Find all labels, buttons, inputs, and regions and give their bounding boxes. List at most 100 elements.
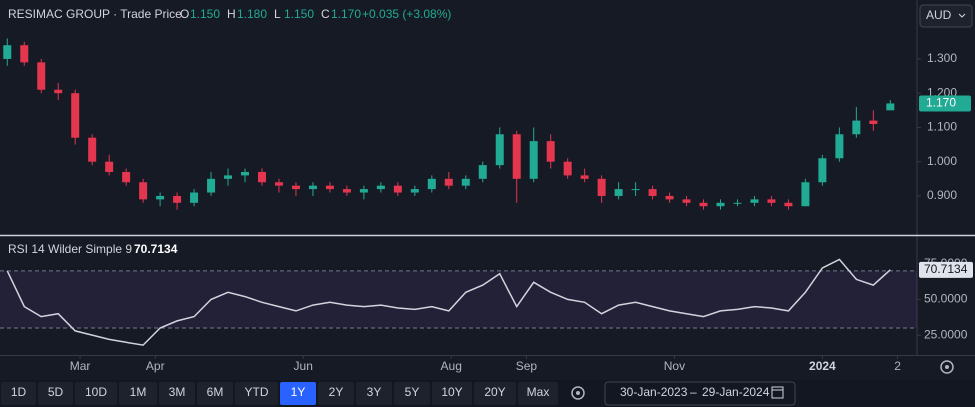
range-button[interactable]	[38, 382, 73, 405]
range-button[interactable]	[119, 382, 157, 405]
range-button[interactable]	[318, 382, 354, 405]
candle-body	[835, 134, 844, 159]
candle-body	[665, 195, 674, 200]
range-label[interactable]: 5D	[48, 385, 64, 399]
range-label[interactable]: 3M	[169, 385, 186, 399]
candle-body	[495, 134, 504, 166]
range-button[interactable]	[197, 382, 233, 405]
calendar-icon[interactable]	[771, 386, 784, 399]
range-label[interactable]: YTD	[245, 385, 269, 399]
range-button[interactable]	[474, 382, 516, 405]
candle-body	[173, 195, 182, 203]
candle-body	[733, 202, 742, 204]
ohlc-value: 1.150	[284, 7, 314, 21]
candle-body	[190, 192, 199, 203]
candle-body	[393, 185, 402, 193]
candle-body	[461, 178, 470, 186]
candle-body	[105, 161, 114, 172]
candle-body	[308, 185, 317, 190]
range-label[interactable]: 10D	[85, 385, 107, 399]
candle-body	[682, 199, 691, 203]
candle-body	[258, 171, 266, 183]
x-tick-label: 2024	[809, 359, 836, 373]
currency[interactable]: AUD	[926, 8, 952, 22]
candle-body	[139, 182, 148, 200]
range-label[interactable]: 10Y	[441, 385, 462, 399]
candle-body	[716, 202, 725, 207]
candle-body	[427, 178, 436, 190]
y-tick-label: 1.300	[927, 51, 957, 65]
settings-gear[interactable]	[940, 360, 954, 374]
candle-body	[512, 134, 521, 179]
candle-body	[71, 93, 80, 138]
range-button[interactable]	[394, 382, 430, 405]
rsi-badge	[919, 261, 973, 278]
candle-body	[342, 189, 351, 193]
currency-select[interactable]	[919, 4, 973, 28]
range-button[interactable]	[280, 382, 316, 405]
rsi-badge-label: 70.7134	[924, 262, 968, 276]
range-button[interactable]	[432, 382, 472, 405]
y-tick-label: 0.900	[927, 188, 957, 202]
gear-dot[interactable]	[945, 365, 949, 369]
range-button[interactable]	[75, 382, 117, 405]
range-label[interactable]: 2Y	[329, 385, 344, 399]
y-tick-label: 50.0000	[924, 292, 968, 306]
candle-body	[54, 89, 63, 94]
candle-body	[818, 158, 827, 183]
candle-body	[546, 141, 555, 162]
date-from[interactable]: 30-Jan-2023	[620, 385, 688, 399]
range-label[interactable]: 1D	[11, 385, 27, 399]
calendar-frame[interactable]	[771, 386, 784, 399]
range-label[interactable]: 5Y	[405, 385, 420, 399]
ohlc-value: 1.180	[237, 7, 267, 21]
last-price-badge	[919, 95, 971, 112]
candle-body	[801, 182, 810, 207]
range-label[interactable]: Max	[527, 385, 550, 399]
range-label[interactable]: 1M	[130, 385, 147, 399]
gear-dot[interactable]	[576, 391, 580, 395]
y-tick-label: 1.000	[927, 154, 957, 168]
x-tick-label: Jun	[294, 359, 313, 373]
ohlc-key: O	[180, 7, 189, 21]
candle-body	[325, 185, 334, 190]
candle-body	[37, 62, 46, 90]
range-button[interactable]	[1, 382, 36, 405]
range-label[interactable]: 3Y	[367, 385, 382, 399]
range-button[interactable]	[159, 382, 195, 405]
candle-body	[852, 120, 861, 135]
candle-body	[614, 189, 623, 196]
candle-body	[869, 120, 878, 125]
candle-body	[529, 141, 538, 179]
x-tick-label: Apr	[146, 359, 165, 373]
range-label[interactable]: 6M	[207, 385, 224, 399]
x-tick-label: Aug	[441, 359, 462, 373]
date-range-box[interactable]	[604, 381, 796, 406]
candle-body	[597, 178, 606, 196]
candle-body	[444, 178, 453, 186]
date-to[interactable]: 29-Jan-2024	[702, 385, 770, 399]
range-label[interactable]: 20Y	[484, 385, 505, 399]
candle-body	[20, 45, 29, 63]
date-separator: –	[690, 385, 697, 399]
gear-icon[interactable]	[940, 360, 954, 374]
x-tick-label: Mar	[70, 359, 91, 373]
candle-body	[767, 199, 776, 203]
candle-body	[3, 45, 12, 59]
range-button[interactable]	[518, 382, 558, 405]
candle-body	[224, 175, 233, 179]
range-label[interactable]: 1Y	[291, 385, 306, 399]
candle-body	[410, 189, 419, 193]
range-button[interactable]	[356, 382, 392, 405]
candle-body	[478, 165, 487, 179]
gear-icon[interactable]	[571, 386, 585, 400]
range-button[interactable]	[235, 382, 278, 405]
candle-body	[750, 199, 759, 203]
last-price-label: 1.170	[926, 96, 956, 110]
toolbar-settings[interactable]	[571, 386, 585, 400]
x-tick-label: Sep	[516, 359, 538, 373]
candle-body	[88, 137, 97, 162]
x-tick-label: Nov	[664, 359, 685, 373]
candle-body	[274, 182, 283, 186]
